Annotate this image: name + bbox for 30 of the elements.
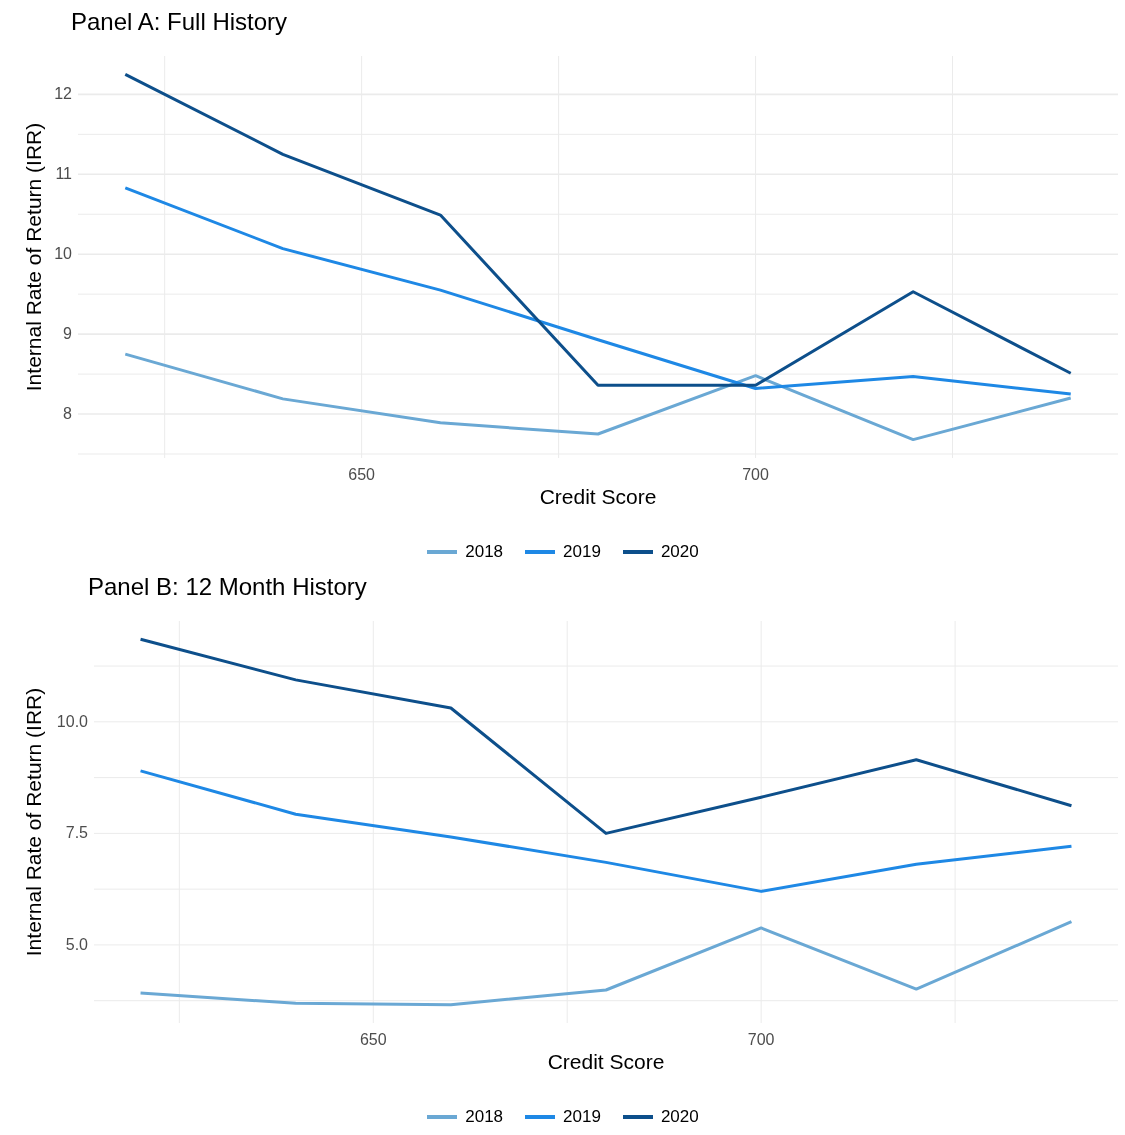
legend-label: 2018 [465,1107,504,1127]
legend-label: 2018 [465,542,504,562]
x-tick-label: 700 [747,1031,775,1048]
y-tick-label: 11 [55,165,73,183]
y-axis-title: Internal Rate of Return (IRR) [22,122,46,392]
x-tick-label: 700 [742,466,770,483]
legend-label: 2020 [660,1107,699,1127]
y-tick-label: 12 [54,85,73,103]
legend-label: 2020 [660,542,699,562]
line-series [123,352,1073,442]
chart-title: Panel A: Full History [71,8,288,36]
line-series [139,637,1073,835]
x-axis-title: Credit Score [539,485,657,508]
legend-label: 2019 [563,1107,601,1127]
y-tick-label: 10 [54,245,73,263]
y-tick-label: 5.0 [65,935,89,953]
y-axis-title: Internal Rate of Return (IRR) [22,687,46,957]
x-axis-title: Credit Score [547,1050,665,1073]
line-series [139,920,1073,1007]
y-tick-label: 10.0 [56,712,89,730]
line-series [123,186,1073,396]
y-tick-label: 8 [63,405,73,423]
line-series [139,769,1073,893]
legend-label: 2019 [563,542,601,562]
chart-title: Panel B: 12 Month History [88,573,367,601]
line-series [123,72,1073,387]
y-tick-label: 7.5 [65,824,89,842]
y-tick-label: 9 [63,325,73,343]
x-tick-label: 650 [348,466,376,483]
x-tick-label: 650 [359,1031,387,1048]
